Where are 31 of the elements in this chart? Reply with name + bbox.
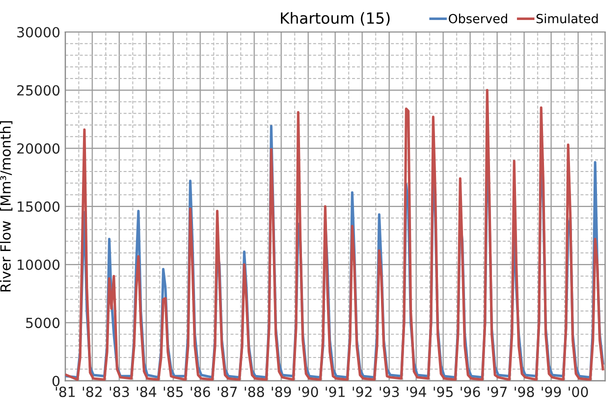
x-tick-label: '92 bbox=[352, 386, 372, 398]
x-tick-label: '90 bbox=[298, 386, 318, 398]
x-tick-label: '81 bbox=[56, 386, 75, 398]
x-tick-label: '91 bbox=[326, 386, 345, 398]
y-tick-label: 30000 bbox=[17, 26, 60, 38]
y-tick-label: 0 bbox=[52, 376, 60, 386]
chart-title: Khartoum (15) bbox=[280, 12, 390, 26]
x-tick-label: '00 bbox=[568, 386, 588, 398]
x-tick-label: '99 bbox=[542, 386, 561, 398]
y-tick-label: 20000 bbox=[17, 143, 60, 154]
x-tick-label: '89 bbox=[272, 386, 291, 398]
legend-label: Observed bbox=[448, 14, 508, 24]
y-tick-label: 5000 bbox=[26, 318, 60, 328]
y-tick-label: 25000 bbox=[17, 85, 60, 96]
y-axis-title: River Flow [Mm³/month] bbox=[0, 121, 12, 292]
x-tick-label: '88 bbox=[244, 386, 264, 398]
x-tick-label: '82 bbox=[82, 386, 102, 398]
x-tick-label: '95 bbox=[434, 386, 453, 398]
y-tick-label: 15000 bbox=[18, 201, 60, 212]
x-tick-label: '93 bbox=[380, 386, 399, 398]
x-tick-label: '86 bbox=[190, 386, 210, 398]
legend-label: Simulated bbox=[536, 14, 598, 24]
x-tick-label: '98 bbox=[514, 386, 534, 398]
x-tick-label: '94 bbox=[406, 386, 426, 398]
x-tick-label: '85 bbox=[164, 386, 183, 398]
x-tick-label: '96 bbox=[460, 386, 480, 398]
x-tick-label: '87 bbox=[218, 386, 237, 398]
x-tick-label: '97 bbox=[488, 386, 507, 398]
y-tick-label: 10000 bbox=[18, 260, 60, 270]
x-tick-label: '84 bbox=[136, 386, 156, 398]
x-tick-label: '83 bbox=[110, 386, 129, 398]
